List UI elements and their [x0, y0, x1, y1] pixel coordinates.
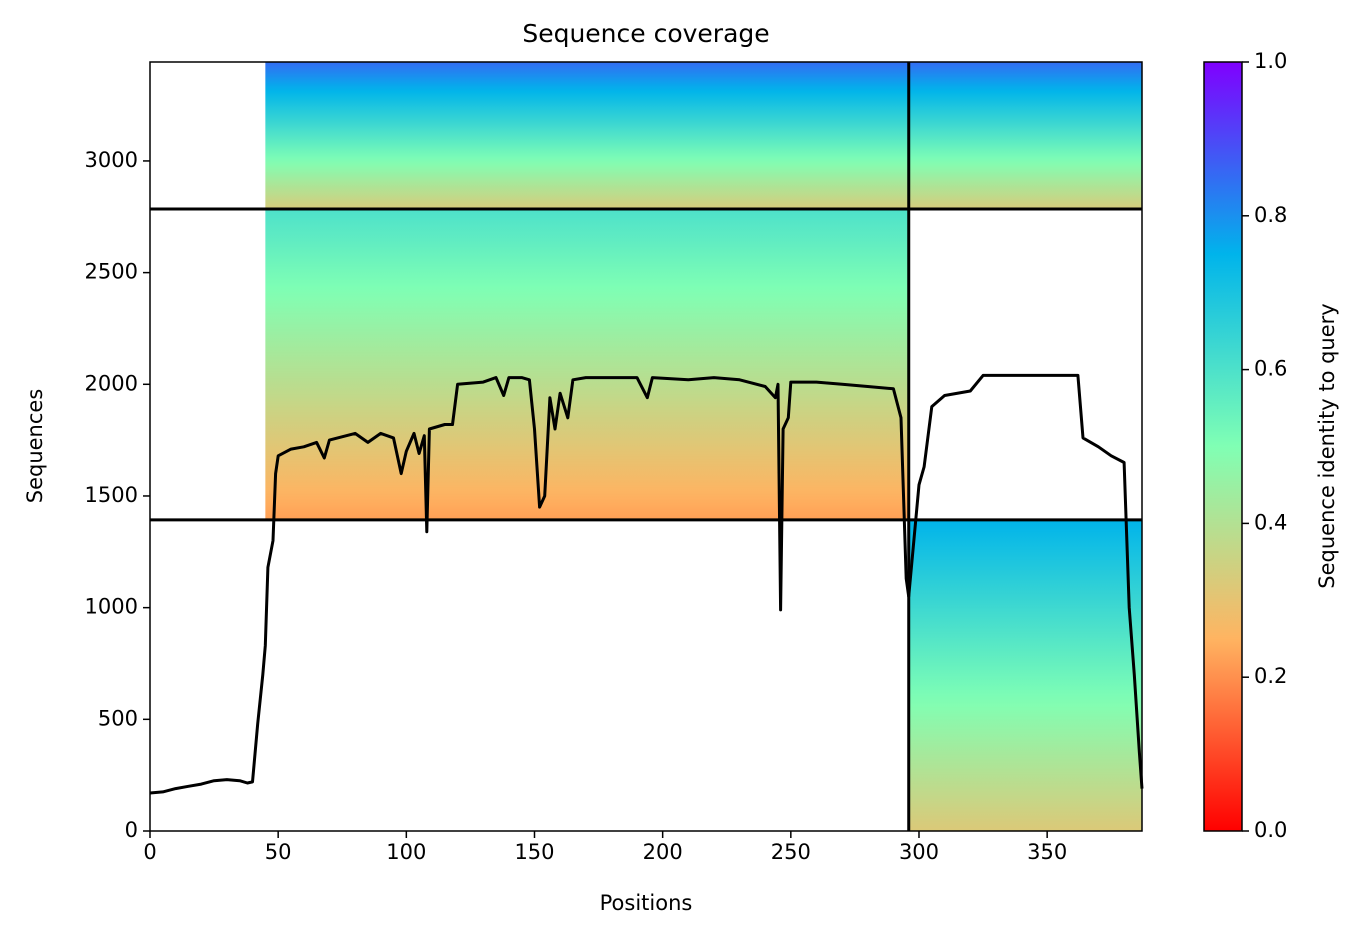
colorbar-tick-label: 1.0 [1254, 49, 1287, 73]
y-axis-label: Sequences [23, 389, 47, 504]
y-tick-label: 500 [98, 706, 138, 730]
coverage-block [908, 519, 1142, 831]
coverage-block [265, 208, 909, 520]
y-tick-label: 1500 [85, 483, 138, 507]
x-tick-label: 150 [514, 840, 554, 864]
colorbar-tick-label: 0.8 [1254, 203, 1287, 227]
y-tick-label: 0 [125, 818, 138, 842]
colorbar-tick-label: 0.2 [1254, 664, 1287, 688]
colorbar [1203, 61, 1243, 832]
x-tick-label: 100 [386, 840, 426, 864]
x-tick-label: 50 [265, 840, 292, 864]
coverage-block [265, 62, 1142, 209]
x-axis-label: Positions [600, 891, 693, 915]
colorbar-tick-label: 0.4 [1254, 510, 1287, 534]
x-tick-label: 350 [1027, 840, 1067, 864]
x-tick-label: 250 [771, 840, 811, 864]
x-tick-label: 200 [643, 840, 683, 864]
y-tick-label: 3000 [85, 148, 138, 172]
coverage-line [149, 373, 1144, 795]
y-tick-label: 2500 [85, 260, 138, 284]
y-tick-label: 2000 [85, 371, 138, 395]
x-tick-label: 0 [143, 840, 156, 864]
colorbar-label: Sequence identity to query [1315, 303, 1339, 588]
plot-frame [149, 61, 1143, 832]
chart-title: Sequence coverage [522, 19, 769, 48]
colorbar-tick-label: 0.6 [1254, 357, 1287, 381]
x-tick-label: 300 [899, 840, 939, 864]
colorbar-tick-label: 0.0 [1254, 818, 1287, 842]
y-tick-label: 1000 [85, 595, 138, 619]
